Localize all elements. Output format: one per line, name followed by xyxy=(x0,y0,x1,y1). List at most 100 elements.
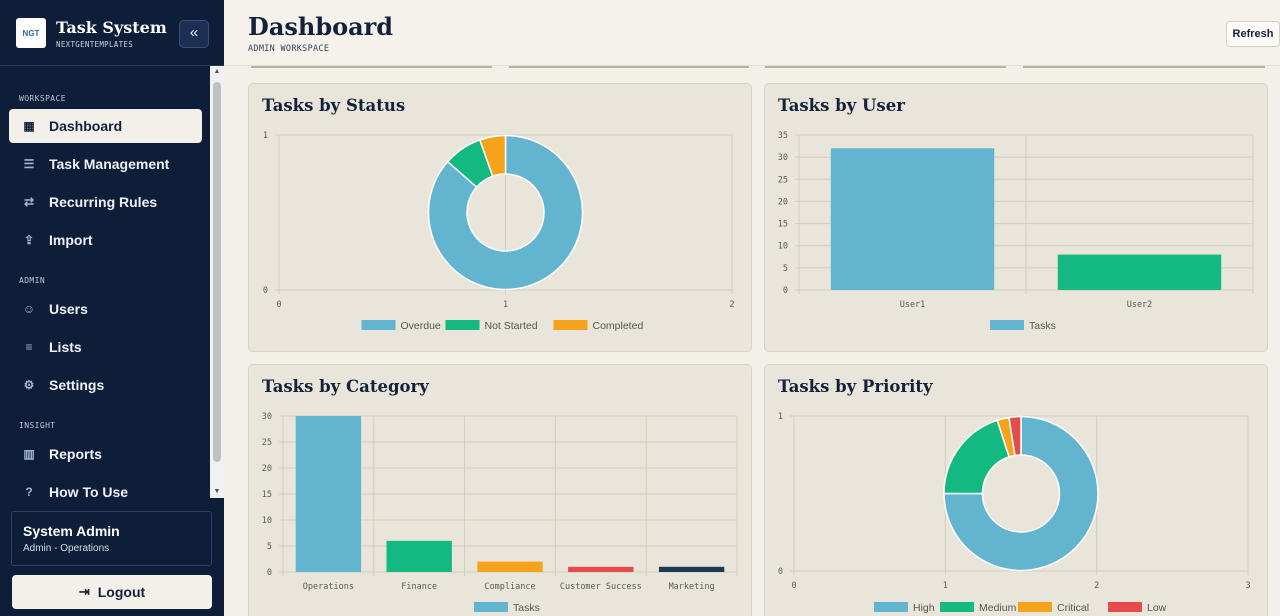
chart-title: Tasks by User xyxy=(778,96,905,115)
refresh-button[interactable]: Refresh xyxy=(1226,21,1280,47)
doughnut-slice xyxy=(427,134,584,291)
legend-label: Low xyxy=(1147,602,1167,614)
y-tick-label: 25 xyxy=(778,175,788,185)
scroll-up-arrow-icon[interactable]: ▲ xyxy=(213,68,221,75)
bar xyxy=(477,561,543,572)
bar-chart-icon: ▥ xyxy=(23,447,35,461)
sidebar-scrollbar[interactable]: ▲ ▼ xyxy=(210,66,224,498)
y-tick-label: 5 xyxy=(267,542,272,552)
scroll-thumb[interactable] xyxy=(213,82,221,462)
y-tick-label: 35 xyxy=(778,131,788,141)
y-tick-label: 20 xyxy=(778,197,788,207)
stat-card-edge xyxy=(1023,66,1265,68)
sidebar-item-label: Import xyxy=(49,232,93,248)
sidebar-item-users[interactable]: ☺ Users xyxy=(9,292,202,326)
chart-card-priority: Tasks by Priority 0 1 2 3 0 1 High Medium Critic… xyxy=(764,364,1268,616)
section-label-admin: ADMIN xyxy=(19,276,46,285)
x-tick-label: 0 xyxy=(791,581,796,591)
sidebar-item-label: Users xyxy=(49,301,88,317)
stat-card-edge xyxy=(765,66,1006,68)
x-tick-label: 1 xyxy=(503,300,508,310)
scroll-down-arrow-icon[interactable]: ▼ xyxy=(213,488,221,495)
collapse-sidebar-button[interactable]: « xyxy=(179,20,209,48)
legend-label: Medium xyxy=(979,602,1017,614)
grid-icon: ▦ xyxy=(23,119,35,133)
help-icon: ? xyxy=(25,485,33,498)
file-import-icon: ⇪ xyxy=(23,233,35,247)
bar xyxy=(1057,254,1222,290)
sidebar-item-recurring-rules[interactable]: ⇄ Recurring Rules xyxy=(9,185,202,219)
sidebar-item-task-management[interactable]: ☰ Task Management xyxy=(9,147,202,181)
bar xyxy=(295,416,362,572)
x-tick-label: 3 xyxy=(1245,581,1250,591)
sidebar-item-label: Settings xyxy=(49,377,105,393)
section-label-insight: INSIGHT xyxy=(19,421,56,430)
sidebar-item-settings[interactable]: ⚙ Settings xyxy=(9,368,202,402)
legend-label: High xyxy=(913,602,935,614)
legend-label: Critical xyxy=(1057,602,1089,614)
legend-swatch xyxy=(553,320,588,330)
x-tick-label: 2 xyxy=(729,300,734,310)
y-tick-label: 15 xyxy=(262,490,272,500)
sidebar-nav: WORKSPACE ▦ Dashboard ☰ Task Management ⇄ R… xyxy=(0,66,210,498)
legend-swatch xyxy=(361,320,396,330)
x-tick-label: 2 xyxy=(1094,581,1099,591)
y-tick-label: 0 xyxy=(783,286,788,296)
x-tick-label: Customer Success xyxy=(560,582,642,592)
x-tick-label: Marketing xyxy=(669,582,715,592)
y-tick-label: 5 xyxy=(783,264,788,274)
page-title: Dashboard xyxy=(248,12,394,41)
users-icon: ☺ xyxy=(22,302,36,316)
sidebar-item-reports[interactable]: ▥ Reports xyxy=(9,437,202,471)
sidebar-item-import[interactable]: ⇪ Import xyxy=(9,223,202,257)
x-tick-label: Operations xyxy=(303,582,354,592)
app-subtitle: NEXTGENTEMPLATES xyxy=(56,40,134,49)
legend-swatch xyxy=(474,602,508,612)
logout-icon: ⇥ xyxy=(78,584,90,599)
y-tick-label: 0 xyxy=(267,568,272,578)
chart-title: Tasks by Status xyxy=(262,96,406,115)
y-tick-label: 1 xyxy=(778,412,783,422)
stat-card-edge xyxy=(509,66,749,68)
stat-card-edge xyxy=(251,66,492,68)
bar xyxy=(658,566,725,572)
legend-swatch xyxy=(874,602,908,612)
app-title: Task System xyxy=(56,18,167,37)
sidebar-item-dashboard[interactable]: ▦ Dashboard xyxy=(9,109,202,143)
x-tick-label: User2 xyxy=(1127,300,1153,310)
page-header: Dashboard ADMIN WORKSPACE Refresh xyxy=(224,0,1280,66)
user-name: System Admin xyxy=(23,523,120,539)
y-tick-label: 10 xyxy=(778,242,788,252)
user-card: System Admin Admin - Operations xyxy=(11,511,212,566)
legend-swatch xyxy=(445,320,480,330)
checklist-icon: ☰ xyxy=(23,157,35,171)
priority-doughnut-chart: 0 1 2 3 0 1 High Medium Critical Low xyxy=(778,412,1251,614)
sidebar-item-label: How To Use xyxy=(49,484,129,498)
y-tick-label: 15 xyxy=(778,220,788,230)
bar xyxy=(830,148,995,290)
legend-label: Overdue xyxy=(401,320,441,332)
sidebar-item-lists[interactable]: ≡ Lists xyxy=(9,330,202,364)
sidebar-item-label: Recurring Rules xyxy=(49,194,158,210)
chart-title: Tasks by Category xyxy=(262,377,429,396)
y-tick-label: 25 xyxy=(262,438,272,448)
doughnut-slice xyxy=(943,419,1011,495)
y-tick-label: 30 xyxy=(778,153,788,163)
legend-label: Completed xyxy=(593,320,644,332)
user-role: Admin - Operations xyxy=(23,543,110,554)
user-bar-chart: 0 5 10 15 20 25 30 35 User1 User2 Tasks xyxy=(778,131,1254,332)
legend-swatch xyxy=(990,320,1024,330)
x-tick-label: 1 xyxy=(943,581,948,591)
y-tick-label: 10 xyxy=(262,516,272,526)
sidebar-item-how-to-use[interactable]: ? How To Use xyxy=(9,475,202,498)
sidebar: NGT Task System NEXTGENTEMPLATES « WORKS… xyxy=(0,0,224,616)
legend-label: Tasks xyxy=(1029,320,1056,332)
x-tick-label: 0 xyxy=(276,300,281,310)
legend-swatch xyxy=(1108,602,1142,612)
y-tick-label: 30 xyxy=(262,412,272,422)
category-bar-chart: 0 5 10 15 20 25 30 Operations Finance Compliance C… xyxy=(262,412,738,614)
bar xyxy=(386,540,452,572)
y-tick-label: 0 xyxy=(778,567,783,577)
x-tick-label: User1 xyxy=(900,300,926,310)
logout-button[interactable]: ⇥ Logout xyxy=(12,575,212,609)
